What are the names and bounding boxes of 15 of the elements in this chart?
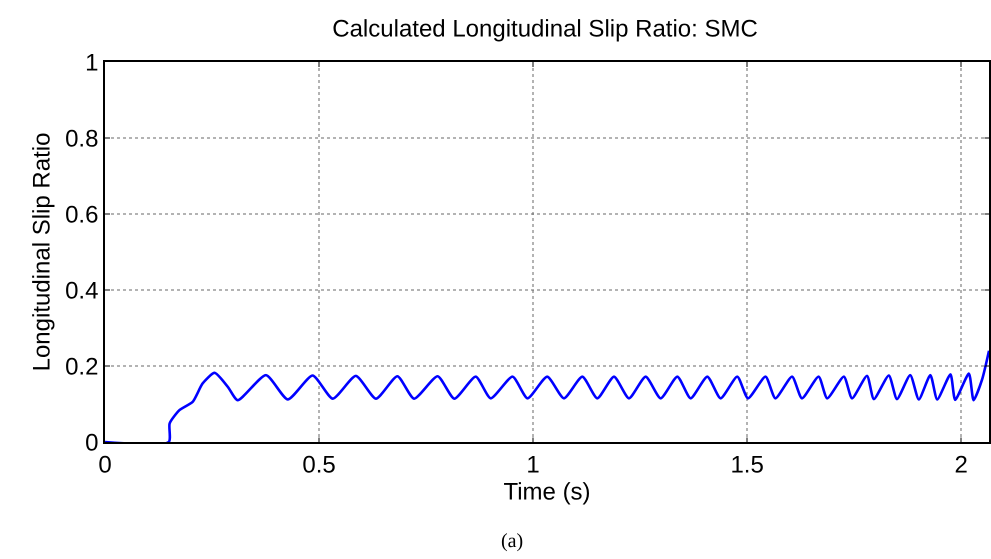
y-tick-label: 0.6 bbox=[65, 201, 98, 228]
y-tick-label: 1 bbox=[85, 49, 98, 76]
y-tick-label: 0.4 bbox=[65, 277, 98, 304]
line-series bbox=[105, 350, 989, 442]
x-tick-label: 0.5 bbox=[302, 452, 336, 479]
chart-title: Calculated Longitudinal Slip Ratio: SMC bbox=[332, 15, 758, 42]
x-axis-title: Time (s) bbox=[503, 478, 591, 506]
x-tick-label: 1.5 bbox=[730, 452, 764, 479]
text: (a) bbox=[501, 530, 524, 552]
x-tick-label: 1 bbox=[526, 452, 540, 479]
y-tick-label: 0 bbox=[85, 429, 98, 456]
x-tick-label: 2 bbox=[954, 452, 968, 479]
y-tick-label: 0.2 bbox=[65, 353, 98, 380]
y-axis-title: Longitudinal Slip Ratio bbox=[28, 132, 56, 372]
y-tick-label: 0.8 bbox=[65, 125, 98, 152]
